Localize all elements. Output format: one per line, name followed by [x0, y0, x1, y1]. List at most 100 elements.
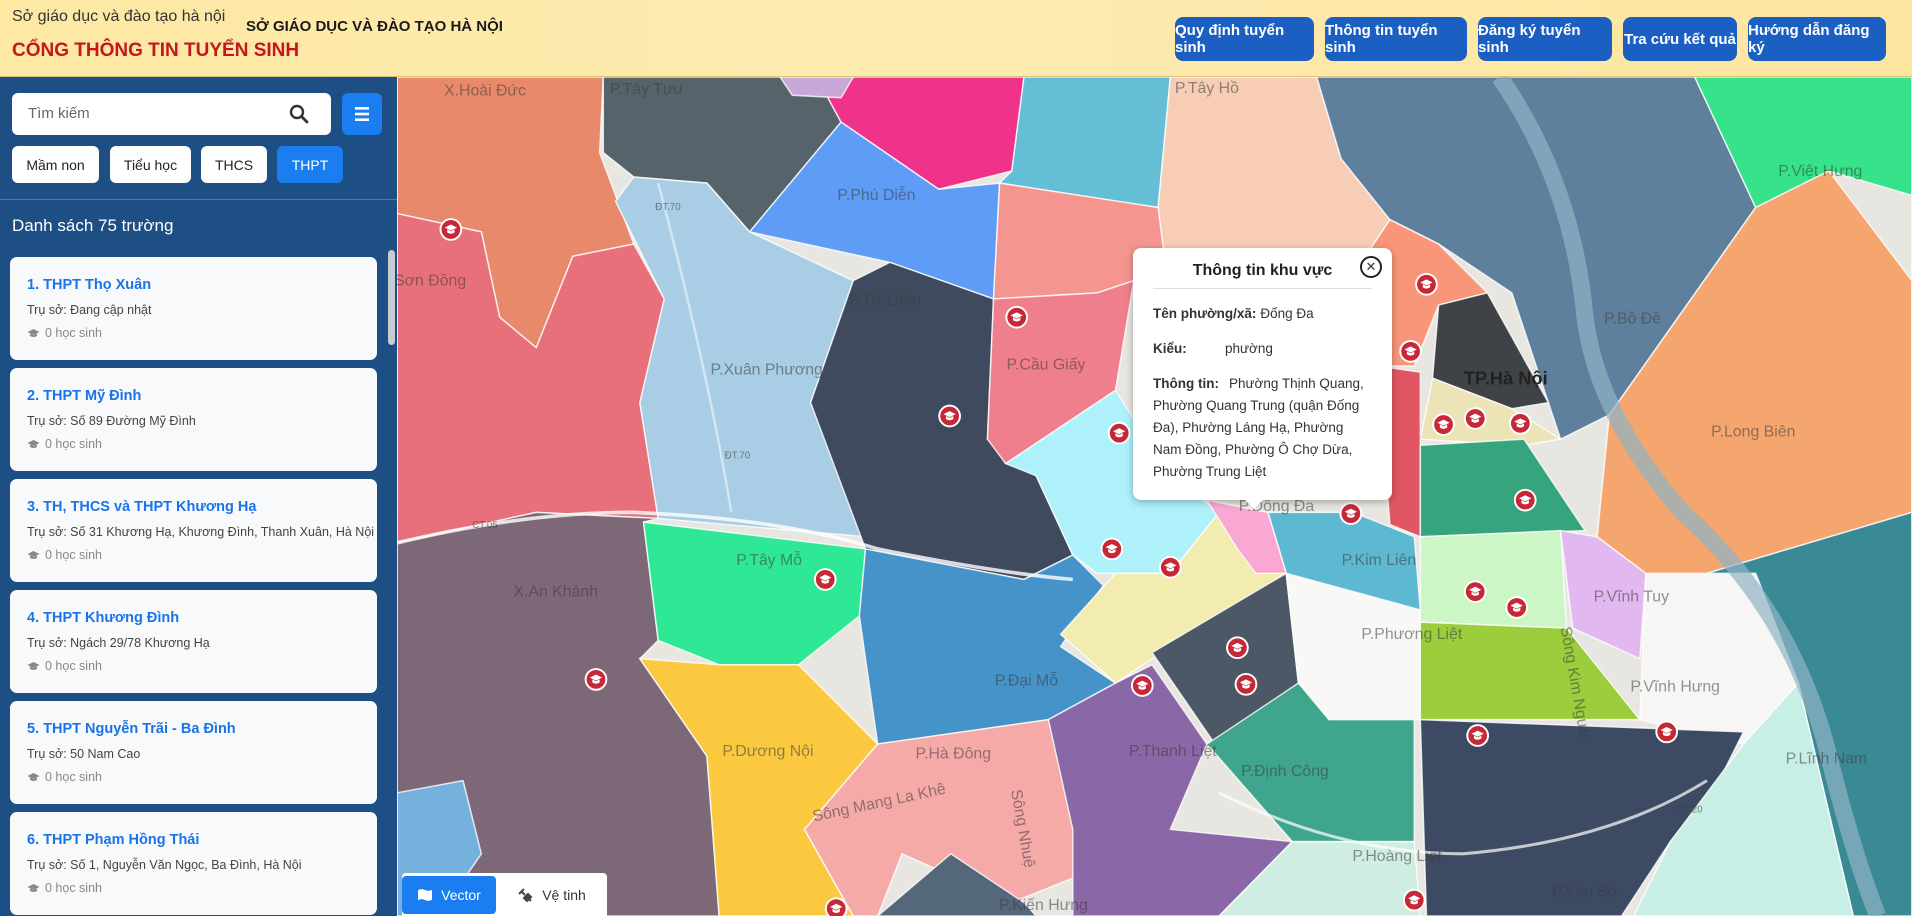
nav-button[interactable]: Quy định tuyển sinh: [1175, 17, 1314, 61]
school-card[interactable]: 6. THPT Phạm Hồng Thái Trụ sở: Số 1, Nguy…: [10, 812, 377, 915]
search-placeholder: Tìm kiếm: [28, 105, 90, 122]
school-marker[interactable]: [439, 218, 463, 241]
school-name[interactable]: 5. THPT Nguyễn Trãi - Ba Đình: [27, 721, 236, 737]
school-marker[interactable]: [1509, 411, 1532, 435]
school-marker[interactable]: [1234, 672, 1258, 696]
nav-button[interactable]: Đăng ký tuyển sinh: [1478, 17, 1612, 61]
school-marker[interactable]: [1130, 674, 1154, 697]
marker-cap[interactable]: [1469, 586, 1482, 596]
nav-button[interactable]: Tra cứu kết quả: [1623, 17, 1737, 61]
school-marker[interactable]: [1513, 488, 1537, 512]
marker-cap[interactable]: [1231, 642, 1244, 652]
map-region[interactable]: [1419, 529, 1568, 629]
mode-icon: [418, 889, 433, 901]
school-address: Trụ sở: Số 89 Đường Mỹ Đình: [27, 414, 196, 428]
school-marker[interactable]: [1463, 580, 1487, 603]
level-tab[interactable]: Mầm non: [12, 146, 99, 183]
school-marker[interactable]: [1466, 724, 1490, 747]
school-marker[interactable]: [1339, 502, 1363, 525]
school-name[interactable]: 3. TH, THCS và THPT Khương Hạ: [27, 499, 257, 515]
map-region[interactable]: [1047, 663, 1294, 916]
search-box[interactable]: Tìm kiếm: [12, 93, 331, 135]
marker-cap[interactable]: [1404, 346, 1417, 356]
map-region[interactable]: [1693, 77, 1912, 209]
logo-alt-text[interactable]: Sở giáo dục và đào tạo hà nội: [12, 8, 226, 25]
map-region[interactable]: [1559, 529, 1647, 660]
school-marker[interactable]: [1655, 720, 1679, 744]
mode-label: Vệ tinh: [542, 887, 586, 903]
marker-cap[interactable]: [1519, 495, 1532, 505]
school-name[interactable]: 6. THPT Phạm Hồng Thái: [27, 832, 200, 848]
map-region[interactable]: [1205, 499, 1288, 575]
school-marker[interactable]: [1226, 636, 1249, 660]
marker-cap[interactable]: [589, 674, 603, 684]
school-marker[interactable]: [938, 404, 961, 428]
map-region[interactable]: [858, 548, 1117, 745]
marker-cap[interactable]: [1471, 730, 1484, 740]
close-button[interactable]: ✕: [1360, 256, 1382, 278]
marker-cap[interactable]: [1469, 413, 1482, 423]
map-mode-switch: Vector Vệ tinh: [402, 873, 607, 916]
school-marker[interactable]: [1159, 555, 1182, 579]
scrollbar[interactable]: [388, 250, 395, 345]
map-region[interactable]: [779, 77, 855, 99]
school-marker[interactable]: [1005, 305, 1029, 329]
map-mode-button[interactable]: Vector: [402, 876, 496, 914]
marker-cap[interactable]: [1660, 726, 1673, 737]
nav-button[interactable]: Hướng dẫn đăng ký: [1748, 17, 1886, 61]
search-icon[interactable]: [289, 104, 309, 124]
school-name[interactable]: 4. THPT Khương Đình: [27, 610, 180, 626]
school-marker[interactable]: [824, 897, 848, 916]
marker-cap[interactable]: [1113, 428, 1126, 438]
map-region[interactable]: [876, 852, 1038, 916]
map-region[interactable]: [815, 77, 1025, 190]
marker-cap[interactable]: [1420, 279, 1433, 289]
map-region[interactable]: [1218, 840, 1422, 916]
school-marker[interactable]: [1463, 407, 1487, 430]
marker-cap[interactable]: [1344, 508, 1357, 518]
portal-title[interactable]: CỔNG THÔNG TIN TUYỂN SINH: [12, 40, 300, 61]
nav-button[interactable]: Thông tin tuyển sinh: [1325, 17, 1467, 61]
school-marker[interactable]: [1415, 272, 1438, 296]
marker-cap[interactable]: [1105, 544, 1118, 554]
marker-cap[interactable]: [1136, 680, 1149, 690]
marker-cap[interactable]: [1164, 562, 1177, 572]
map-region[interactable]: [1285, 572, 1422, 721]
school-marker[interactable]: [1505, 596, 1529, 619]
cap-icon: [27, 883, 40, 892]
marker-cap[interactable]: [943, 411, 956, 421]
school-marker[interactable]: [584, 668, 608, 691]
map-region[interactable]: [1632, 681, 1855, 916]
marker-cap[interactable]: [1010, 312, 1023, 322]
level-tab[interactable]: THPT: [277, 146, 343, 183]
level-tab[interactable]: Tiểu học: [110, 146, 191, 183]
school-name[interactable]: 1. THPT Thọ Xuân: [27, 277, 152, 293]
map-region[interactable]: [1431, 292, 1550, 410]
marker-cap[interactable]: [1239, 679, 1253, 689]
marker-cap[interactable]: [1408, 895, 1421, 905]
school-card[interactable]: 4. THPT Khương Đình Trụ sở: Ngách 29/78 K…: [10, 590, 377, 693]
school-card[interactable]: 3. TH, THCS và THPT Khương Hạ Trụ sở: Số …: [10, 479, 377, 582]
marker-cap[interactable]: [1514, 418, 1527, 428]
school-marker[interactable]: [1107, 421, 1131, 445]
school-marker[interactable]: [1100, 537, 1124, 561]
map-region[interactable]: [397, 511, 720, 916]
map-region[interactable]: [1419, 438, 1587, 538]
marker-cap[interactable]: [444, 224, 457, 234]
level-tab[interactable]: THCS: [201, 146, 267, 183]
school-card[interactable]: 5. THPT Nguyễn Trãi - Ba Đình Trụ sở: 50 …: [10, 701, 377, 804]
school-card[interactable]: 1. THPT Thọ Xuân Trụ sở: Đang cập nhật 0 h…: [10, 257, 377, 360]
menu-button[interactable]: [342, 93, 382, 135]
marker-cap[interactable]: [819, 574, 832, 584]
school-name[interactable]: 2. THPT Mỹ Đình: [27, 388, 142, 404]
map-region[interactable]: [1205, 682, 1415, 843]
map-mode-button[interactable]: Vệ tinh: [502, 876, 602, 914]
school-marker[interactable]: [813, 568, 837, 591]
marker-cap[interactable]: [1437, 419, 1450, 429]
marker-cap[interactable]: [1510, 602, 1523, 612]
marker-cap[interactable]: [830, 903, 843, 913]
school-marker[interactable]: [1432, 413, 1455, 436]
school-marker[interactable]: [1402, 888, 1426, 912]
school-marker[interactable]: [1399, 340, 1422, 363]
school-card[interactable]: 2. THPT Mỹ Đình Trụ sở: Số 89 Đường Mỹ Đì…: [10, 368, 377, 471]
